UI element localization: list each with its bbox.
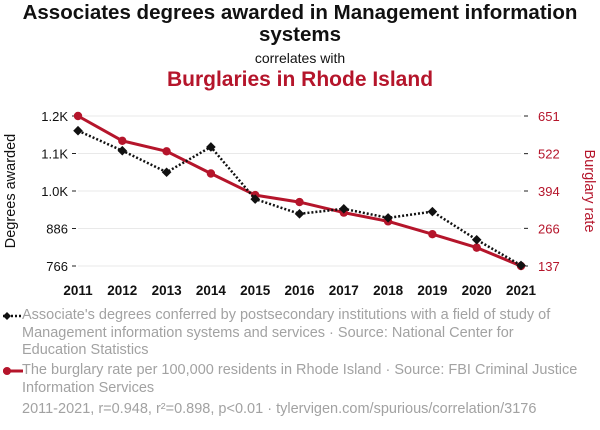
x-tick-label: 2021: [506, 283, 537, 298]
degrees-point: [516, 260, 526, 271]
x-tick-label: 2017: [329, 283, 359, 298]
y-left-tick-label: 886: [46, 222, 68, 237]
degrees-point: [250, 194, 260, 204]
y-right-axis-label: Burglary rate: [581, 149, 597, 232]
y-right-tick-label: 651: [538, 109, 560, 124]
degrees-point: [427, 206, 438, 217]
y-left-tick-label: 1.0K: [41, 184, 68, 199]
legend-series1: Associate's degrees conferred by postsec…: [3, 307, 582, 360]
burglary-point: [295, 197, 304, 207]
x-tick-label: 2012: [107, 283, 137, 298]
y-left-tick-label: 1.2K: [41, 109, 68, 124]
correlates-with-label: correlates with: [254, 50, 346, 66]
y-left-tick-label: 1.1K: [41, 147, 68, 162]
stats-footer: 2011-2021, r=0.948, r²=0.898, p<0.01 · t…: [22, 401, 537, 417]
degrees-point: [339, 204, 349, 214]
legend-series2-text: The burglary rate per 100,000 residents …: [22, 362, 578, 396]
burglary-point: [206, 169, 216, 178]
y-left-tick-label: 766: [46, 259, 68, 274]
legend-series1-icon: [3, 312, 23, 320]
y-right-tick-label: 137: [538, 259, 560, 274]
x-tick-label: 2018: [373, 283, 404, 298]
x-tick-label: 2014: [196, 283, 227, 298]
x-tick-label: 2019: [417, 283, 447, 298]
x-tick-label: 2016: [284, 283, 315, 298]
x-tick-label: 2020: [462, 283, 492, 298]
degrees-point: [471, 234, 482, 245]
burglary-point: [118, 136, 127, 146]
legend-series2-icon: [3, 367, 23, 375]
degrees-point: [206, 142, 216, 152]
y-right-tick-label: 394: [538, 184, 560, 199]
correlation-chart: 766 886 1.0K 1.1K 1.2K 137 266 394 522 651 2011 201…: [3, 109, 597, 298]
legend-series1-text: Associate's degrees conferred by postsec…: [22, 307, 551, 358]
burglary-point: [162, 147, 171, 156]
y-left-axis-label: Degrees awarded: [3, 134, 19, 248]
degrees-point: [73, 125, 83, 136]
burglary-point: [73, 111, 83, 121]
degrees-point: [117, 145, 128, 156]
chart-title: Associates degrees awarded in Management…: [22, 1, 578, 46]
degrees-point: [161, 167, 172, 178]
burglary-point: [472, 243, 481, 252]
legend-series2: The burglary rate per 100,000 residents …: [3, 362, 582, 397]
x-tick-label: 2011: [63, 283, 93, 298]
x-tick-label: 2013: [152, 283, 183, 298]
y-right-tick-label: 522: [538, 147, 560, 162]
burglary-point: [428, 229, 437, 239]
x-tick-label: 2015: [240, 283, 271, 298]
degrees-point: [294, 209, 305, 219]
y-right-tick-label: 266: [538, 221, 560, 236]
degrees-point: [383, 213, 393, 223]
chart-subtitle: Burglaries in Rhode Island: [166, 68, 434, 91]
